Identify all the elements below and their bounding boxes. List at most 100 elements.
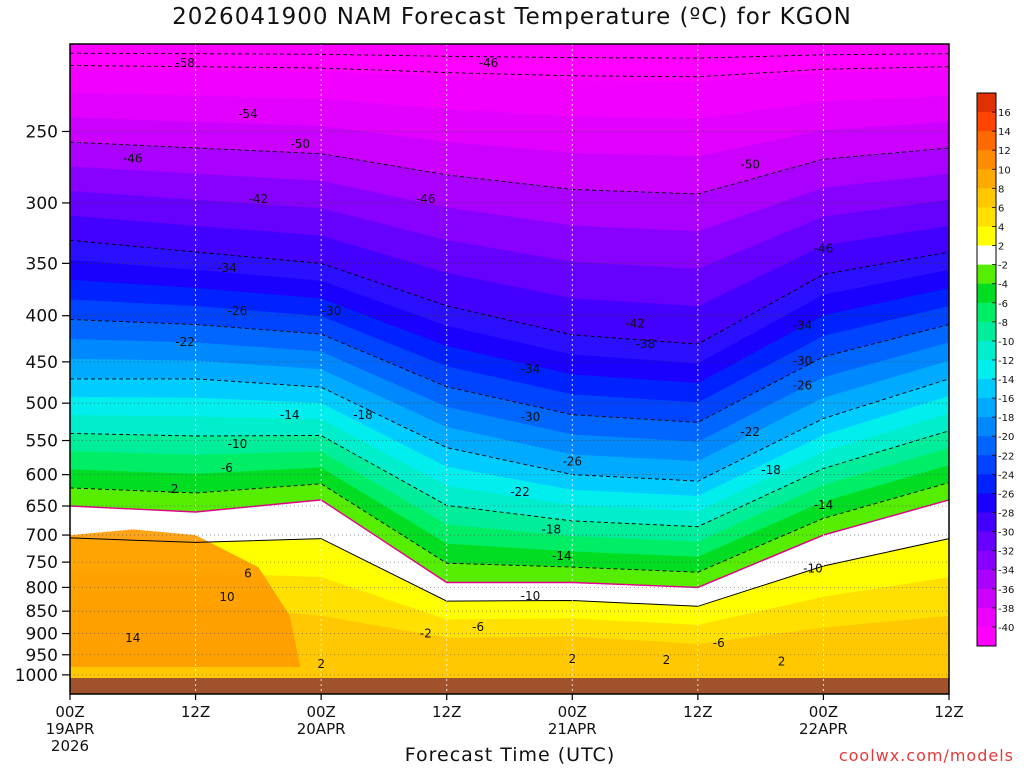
colorbar-label: -36 (998, 585, 1014, 596)
colorbar-label: -16 (998, 394, 1014, 405)
y-tick-label: 450 (26, 353, 58, 373)
y-tick-label: 300 (26, 194, 58, 214)
colorbar-swatch (977, 302, 996, 323)
contour-label: -54 (238, 107, 258, 121)
ground-layer (70, 678, 949, 694)
colorbar-swatch (977, 150, 996, 170)
contour-label: -26 (562, 454, 582, 468)
contour-label: -18 (761, 463, 781, 477)
contour-label: -6 (221, 461, 233, 475)
colorbar-label: 12 (998, 146, 1011, 157)
contour-label: -22 (510, 485, 530, 499)
contour-label: -18 (353, 408, 373, 422)
x-tick-label: 12Z (683, 703, 712, 721)
contour-label: -58 (175, 56, 195, 70)
y-tick-label: 900 (26, 625, 58, 645)
colorbar-swatch (977, 569, 996, 590)
contour-label: 2 (317, 657, 325, 671)
colorbar-label: -20 (998, 432, 1014, 443)
contour-label: -34 (521, 362, 541, 376)
colorbar-swatch (977, 188, 996, 208)
temperature-bands (70, 44, 949, 678)
x-tick-label: 21APR (548, 720, 597, 738)
grid-lines (70, 44, 950, 694)
contour-label: -46 (814, 242, 834, 256)
colorbar-label: -28 (998, 509, 1014, 520)
y-tick-label: 400 (26, 307, 58, 327)
colorbar-label: -26 (998, 489, 1014, 500)
contour-label: -50 (290, 137, 310, 151)
colorbar-label: 8 (998, 184, 1004, 195)
colorbar-swatch (977, 340, 996, 361)
contour-label: -18 (542, 522, 562, 536)
contour-label: -30 (521, 410, 541, 424)
x-tick-label: 12Z (432, 703, 461, 721)
contour-label: -42 (249, 192, 269, 206)
plot-frame (69, 43, 950, 695)
colorbar-label: 4 (998, 222, 1004, 233)
chart-title: 2026041900 NAM Forecast Temperature (ºC)… (172, 4, 852, 30)
colorbar-swatch (977, 207, 996, 227)
colorbar-label: 2 (998, 242, 1004, 253)
y-tick-label: 700 (26, 526, 58, 546)
freezing-line (70, 499, 949, 589)
colorbar-label: -8 (998, 318, 1008, 329)
contour-label: -34 (793, 318, 813, 332)
contour-label: 14 (125, 631, 140, 645)
isotherm-line (70, 537, 949, 607)
contour-label: -22 (740, 425, 760, 439)
colorbar-swatch (977, 226, 996, 247)
colorbar-swatch (977, 379, 996, 399)
contour-label: -6 (472, 620, 484, 634)
isotherm-line (70, 239, 949, 345)
y-tick-label: 1000 (15, 666, 58, 686)
contour-label: 2 (568, 652, 576, 666)
contour-label: -10 (803, 561, 823, 575)
contour-label: 2 (171, 482, 179, 496)
y-tick-label: 850 (26, 602, 58, 622)
contour-label: -46 (479, 56, 499, 70)
y-tick-label: 500 (26, 394, 58, 414)
colorbar-swatch (977, 112, 996, 132)
contour-label: -50 (740, 158, 760, 172)
contour-label: -30 (793, 354, 813, 368)
warm-pocket (70, 529, 301, 667)
colorbar-frame (976, 92, 997, 647)
colorbar-label: -40 (998, 623, 1014, 634)
x-tick-label: 00Z (809, 703, 838, 721)
colorbar-label: -18 (998, 413, 1014, 424)
isotherm-contours (70, 52, 949, 607)
colorbar-swatch (977, 588, 996, 609)
colorbar-label: -12 (998, 356, 1014, 367)
colorbar-swatch (977, 264, 996, 285)
contour-label: -26 (793, 379, 813, 393)
colorbar-label: 10 (998, 165, 1011, 176)
contour-label: 2 (663, 653, 671, 667)
colorbar-swatch (977, 398, 996, 418)
y-tick-label: 800 (26, 578, 58, 598)
colorbar-label: 6 (998, 203, 1004, 214)
colorbar-swatch (977, 93, 996, 113)
colorbar-swatch (977, 359, 996, 380)
colorbar-label: -34 (998, 566, 1014, 577)
colorbar-swatch (977, 474, 996, 494)
contour-label: -14 (814, 498, 834, 512)
y-tick-label: 350 (26, 254, 58, 274)
colorbar-label: -24 (998, 470, 1014, 481)
colorbar-label: -4 (998, 280, 1008, 291)
contour-label: 2 (778, 655, 786, 669)
x-tick-label: 00Z (558, 703, 587, 721)
contour-label: -14 (280, 408, 300, 422)
y-tick-label: 650 (26, 497, 58, 517)
contour-label: -46 (123, 152, 143, 166)
colorbar: 16 14 12 10 8 6 4 2 -2 -4 -6 -8 -10 -12 -14 -16 -18 -20 -2… (976, 92, 1014, 647)
x-tick-label: 00Z (306, 703, 335, 721)
contour-labels: -58-54-50-46-46-42 -46-50-46-34-26 -30-42-… (123, 56, 833, 671)
contour-label: -42 (625, 316, 645, 330)
colorbar-label: -22 (998, 451, 1014, 462)
contour-label: -6 (713, 636, 725, 650)
contour-label: -34 (217, 261, 237, 275)
contour-label: 6 (244, 566, 252, 580)
colorbar-swatch (977, 283, 996, 304)
